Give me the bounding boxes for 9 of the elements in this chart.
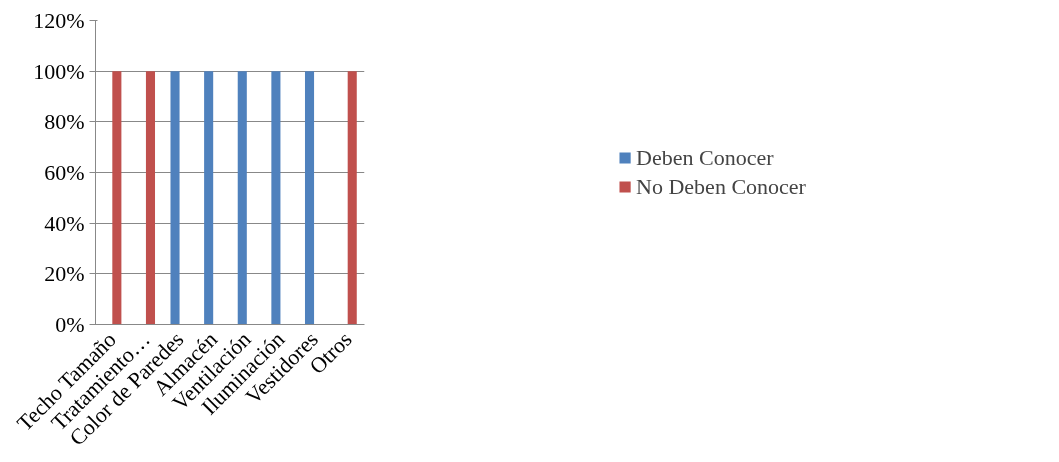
y-tick-label: 20%: [44, 261, 85, 287]
y-tick-label: 100%: [33, 58, 85, 84]
legend-label: Deben Conocer: [636, 144, 774, 171]
y-tick-label: 120%: [33, 8, 85, 33]
y-tick-label: 0%: [55, 312, 85, 337]
legend-label: No Deben Conocer: [636, 173, 806, 200]
y-tick-label: 60%: [44, 160, 85, 185]
y-tick-label: 40%: [44, 210, 85, 236]
y-tick-label: 80%: [44, 109, 85, 135]
